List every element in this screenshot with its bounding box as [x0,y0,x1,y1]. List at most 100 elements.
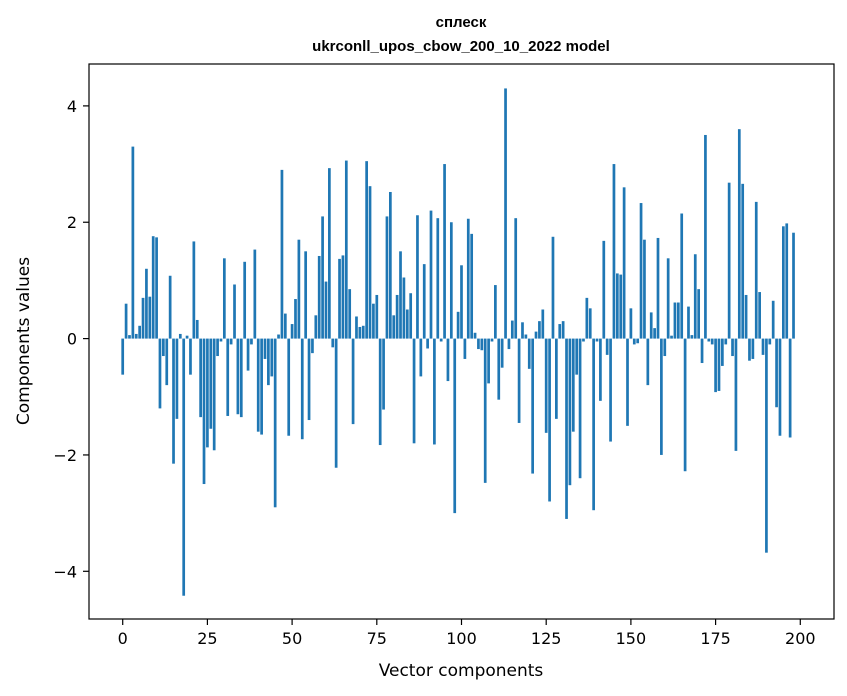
bar-24 [202,338,206,485]
bar-30 [222,258,226,339]
bar-101 [463,338,467,359]
bar-51 [294,299,297,339]
bar-28 [216,338,219,357]
bar-189 [761,338,765,355]
bar-66 [344,160,348,339]
bar-190 [765,338,768,553]
bar-125 [544,338,548,433]
bar-174 [710,338,714,345]
bar-103 [470,233,474,339]
bar-130 [561,321,565,339]
bar-52 [297,239,301,339]
bar-82 [399,251,402,339]
bar-177 [721,338,724,366]
bar-149 [626,338,629,426]
bar-4 [134,333,138,339]
bar-112 [500,338,504,368]
bar-27 [212,338,216,451]
bar-61 [328,168,331,339]
bar-73 [368,186,372,339]
bar-26 [209,338,213,429]
bar-193 [775,338,778,408]
bar-70 [358,326,362,339]
bar-97 [449,222,453,339]
bar-150 [629,308,633,339]
bar-35 [239,338,243,418]
bar-14 [168,275,172,339]
bar-105 [477,338,480,350]
bar-175 [714,338,717,393]
bar-86 [412,338,416,444]
x-tick-label: 125 [531,629,562,648]
bar-153 [639,203,643,339]
bar-46 [277,334,280,339]
bar-41 [260,338,263,435]
bar-69 [355,316,358,339]
bar-44 [270,338,274,377]
bar-79 [389,191,392,339]
bar-75 [375,294,379,339]
chart-title: сплеск [436,14,487,31]
y-tick-label: −4 [53,562,77,581]
bar-13 [165,338,169,386]
bar-140 [595,338,599,342]
bar-123 [538,321,541,339]
bar-194 [778,338,782,436]
bar-108 [487,338,490,384]
bar-157 [653,328,656,339]
bar-111 [497,338,501,400]
bar-184 [744,294,748,339]
bar-63 [334,338,338,468]
bar-171 [700,338,704,364]
x-axis-label: Vector components [379,661,544,681]
bar-139 [592,338,595,511]
x-tick-label: 200 [785,629,816,648]
bar-107 [483,338,487,483]
bar-131 [565,338,568,519]
bar-80 [392,315,396,339]
bar-99 [456,311,460,339]
bar-161 [666,258,670,339]
bar-106 [480,338,484,351]
bar-168 [690,335,694,339]
bar-121 [531,338,534,474]
bar-9 [151,236,155,339]
bar-22 [195,319,199,339]
bar-34 [236,338,240,415]
bar-117 [517,338,521,423]
bar-43 [267,338,270,386]
bar-25 [206,338,209,448]
bar-64 [338,258,341,339]
bar-19 [185,335,189,339]
y-axis-label: Components values [14,257,34,425]
bar-102 [466,218,470,339]
bar-50 [290,324,294,339]
bar-45 [273,338,277,508]
bar-83 [402,277,406,339]
bar-183 [741,183,745,339]
bar-134 [575,338,579,375]
bar-196 [785,223,789,339]
bar-186 [751,338,755,359]
bar-57 [314,315,318,339]
bar-18 [182,338,186,596]
bar-109 [490,338,494,342]
bar-188 [758,292,761,339]
bar-32 [229,338,233,345]
bar-12 [162,338,165,357]
bar-8 [148,296,152,339]
bar-3 [131,146,135,339]
bar-65 [341,255,345,339]
bar-142 [602,240,606,339]
bar-141 [599,338,602,401]
x-tick-label: 75 [367,629,387,648]
bar-179 [727,182,731,339]
bar-76 [378,338,382,446]
bar-42 [263,338,267,359]
bar-143 [605,338,609,355]
bar-36 [243,261,247,339]
chart-subtitle: ukrconll_upos_cbow_200_10_2022 model [312,38,610,55]
bar-187 [754,201,758,339]
bar-169 [693,254,697,339]
bar-144 [609,338,612,442]
